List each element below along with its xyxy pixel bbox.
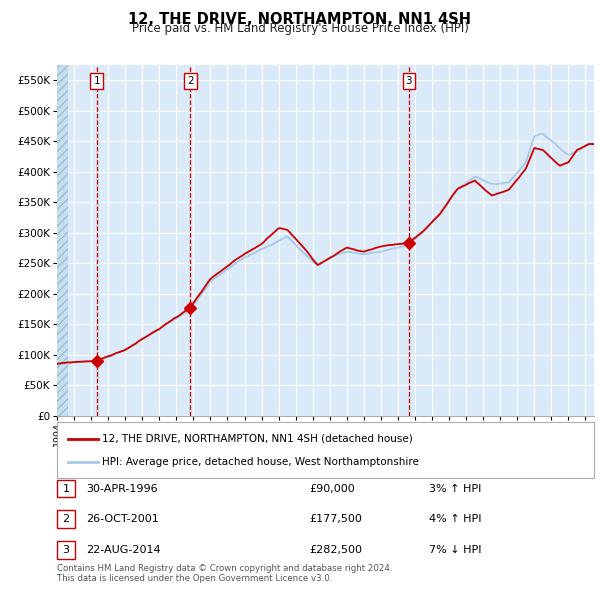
Text: £177,500: £177,500 [309,514,362,524]
Text: HPI: Average price, detached house, West Northamptonshire: HPI: Average price, detached house, West… [102,457,419,467]
Text: 2: 2 [187,76,194,86]
Text: 1: 1 [94,76,100,86]
Text: 2: 2 [62,514,70,524]
Text: 22-AUG-2014: 22-AUG-2014 [86,545,160,555]
Text: 3: 3 [62,545,70,555]
Text: 7% ↓ HPI: 7% ↓ HPI [429,545,482,555]
Text: 3% ↑ HPI: 3% ↑ HPI [429,484,481,493]
Text: 1: 1 [62,484,70,493]
Text: 12, THE DRIVE, NORTHAMPTON, NN1 4SH: 12, THE DRIVE, NORTHAMPTON, NN1 4SH [128,12,472,27]
Text: 30-APR-1996: 30-APR-1996 [86,484,157,493]
Text: Contains HM Land Registry data © Crown copyright and database right 2024.
This d: Contains HM Land Registry data © Crown c… [57,563,392,583]
Text: 26-OCT-2001: 26-OCT-2001 [86,514,158,524]
Text: £282,500: £282,500 [309,545,362,555]
Text: £90,000: £90,000 [309,484,355,493]
Text: 12, THE DRIVE, NORTHAMPTON, NN1 4SH (detached house): 12, THE DRIVE, NORTHAMPTON, NN1 4SH (det… [102,434,413,444]
Bar [57,65,68,416]
Text: Price paid vs. HM Land Registry's House Price Index (HPI): Price paid vs. HM Land Registry's House … [131,22,469,35]
Text: 4% ↑ HPI: 4% ↑ HPI [429,514,482,524]
Text: 3: 3 [406,76,412,86]
